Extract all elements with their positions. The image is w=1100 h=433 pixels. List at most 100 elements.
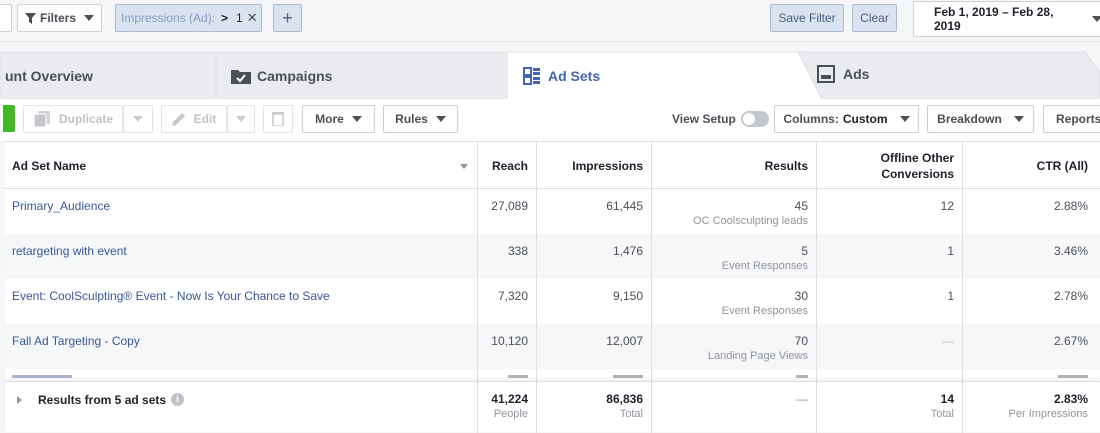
reach-value: 7,320 [497, 289, 528, 303]
footer-ctr: 2.83% Per Impressions [963, 382, 1096, 433]
cut-text [796, 375, 808, 378]
expand-icon[interactable] [17, 396, 22, 404]
cut-text [1058, 375, 1088, 378]
col-reach-header[interactable]: Reach [478, 142, 537, 189]
ctr-value: 2.67% [1053, 334, 1088, 348]
ctr-value: 2.88% [1053, 199, 1088, 213]
table-row[interactable]: Event: CoolSculpting® Event - Now Is You… [5, 279, 1100, 324]
cell-impressions: 61,445 [537, 189, 652, 234]
footer-reach-value: 41,224 [491, 392, 528, 406]
duplicate-label: Duplicate [58, 112, 113, 126]
cell-ctr: 2.88% [963, 189, 1096, 234]
filter-chip-operator: > [221, 11, 229, 25]
footer-reach-label: People [493, 408, 528, 420]
tab-ad-sets-label: Ad Sets [548, 68, 601, 84]
filter-chip-value: 1 [236, 11, 243, 25]
chevron-down-icon [899, 116, 910, 122]
delete-button[interactable] [263, 105, 293, 133]
duplicate-dropdown[interactable] [123, 105, 153, 133]
edit-dropdown[interactable] [227, 105, 255, 133]
ad-set-link[interactable]: Primary_Audience [12, 199, 111, 213]
footer-ctr-label: Per Impressions [1008, 408, 1088, 420]
col-ctr-header[interactable]: CTR (All) [963, 142, 1096, 189]
add-filter-button[interactable]: + [273, 4, 302, 32]
tab-campaigns[interactable]: Campaigns [231, 53, 332, 99]
tab-ads-label: Ads [843, 66, 870, 82]
chevron-down-icon [1092, 16, 1100, 22]
cell-name: Primary_Audience [5, 189, 478, 234]
footer-results: — [652, 382, 817, 433]
edit-label: Edit [193, 112, 217, 126]
duplicate-icon [33, 111, 50, 127]
col-offline-header-line2: Conversions [881, 167, 954, 181]
chevron-down-icon [1013, 116, 1024, 122]
reach-value: 10,120 [491, 334, 528, 348]
footer-offline-label: Total [930, 408, 954, 420]
footer-reach: 41,224 People [478, 382, 537, 433]
search-stub[interactable] [0, 4, 12, 32]
col-results-header-label: Results [764, 159, 808, 173]
cell-offline: 1 [817, 234, 963, 279]
chevron-down-icon [236, 116, 246, 122]
results-value: 45 [794, 199, 808, 213]
reports-button[interactable]: Reports [1043, 105, 1100, 133]
columns-button[interactable]: Columns: Custom [774, 105, 919, 133]
rules-button[interactable]: Rules [383, 105, 458, 133]
col-name-header[interactable]: Ad Set Name [5, 142, 478, 189]
table-row[interactable]: Fall Ad Targeting - Copy 10,120 12,007 7… [5, 324, 1100, 369]
filter-chip[interactable]: Impressions (Ad): > 1 ✕ [115, 4, 262, 32]
filters-button[interactable]: Filters [17, 4, 102, 32]
impressions-value: 1,476 [612, 244, 643, 258]
cell-results: 5 Event Responses [652, 234, 817, 279]
table-header: Ad Set Name Reach Impressions Results Of… [5, 142, 1100, 189]
save-filter-button[interactable]: Save Filter [770, 4, 844, 32]
chevron-down-icon [133, 116, 143, 122]
col-results-header[interactable]: Results [652, 142, 817, 189]
footer-ctr-value: 2.83% [1053, 392, 1088, 406]
ad-set-link[interactable]: Fall Ad Targeting - Copy [12, 334, 140, 348]
more-button[interactable]: More [302, 105, 375, 133]
table-row-partial [5, 369, 1100, 381]
col-offline-header[interactable]: Offline Other Conversions [817, 142, 963, 189]
results-type: Event Responses [721, 305, 808, 317]
ad-set-link[interactable]: retargeting with event [12, 244, 127, 258]
create-button-edge[interactable] [3, 105, 15, 132]
offline-value: 1 [947, 289, 954, 303]
view-setup-toggle[interactable]: View Setup [672, 111, 769, 127]
rules-label: Rules [395, 112, 428, 126]
chevron-down-icon [84, 15, 94, 21]
reports-label: Reports [1056, 112, 1100, 126]
ad-set-link[interactable]: Event: CoolSculpting® Event - Now Is You… [12, 289, 330, 303]
results-value: 30 [794, 289, 808, 303]
col-name-header-label: Ad Set Name [12, 159, 87, 173]
impressions-value: 61,445 [606, 199, 643, 213]
cell-results: 45 OC Coolsculpting leads [652, 189, 817, 234]
table-row[interactable]: Primary_Audience 27,089 61,445 45 OC Cool… [5, 189, 1100, 234]
cell-name: Event: CoolSculpting® Event - Now Is You… [5, 279, 478, 324]
results-type: Event Responses [721, 260, 808, 272]
duplicate-button[interactable]: Duplicate [23, 105, 123, 133]
col-impressions-header[interactable]: Impressions [537, 142, 652, 189]
date-range-picker[interactable]: Feb 1, 2019 – Feb 28, 2019 [913, 1, 1100, 37]
offline-value: 12 [940, 199, 954, 213]
results-value: 5 [801, 244, 808, 258]
table-row[interactable]: retargeting with event 338 1,476 5 Event … [5, 234, 1100, 279]
folder-icon [231, 70, 251, 84]
cell-ctr: 3.46% [963, 234, 1096, 279]
reach-value: 338 [507, 244, 528, 258]
ctr-value: 2.78% [1053, 289, 1088, 303]
toggle-switch[interactable] [740, 111, 769, 127]
tab-ads[interactable]: Ads [817, 51, 869, 97]
clear-filter-button[interactable]: Clear [852, 4, 897, 32]
sort-icon[interactable] [460, 164, 468, 169]
footer-results-value: — [796, 392, 808, 406]
columns-prefix: Columns: [783, 112, 839, 126]
tab-ad-sets[interactable]: Ad Sets [523, 53, 600, 99]
clear-filter-label: Clear [860, 11, 889, 25]
tab-account-overview[interactable]: unt Overview [5, 53, 93, 99]
breakdown-button[interactable]: Breakdown [927, 105, 1034, 133]
results-value: 70 [794, 334, 808, 348]
close-icon[interactable]: ✕ [246, 10, 258, 25]
info-icon[interactable]: i [171, 393, 184, 406]
edit-button[interactable]: Edit [161, 105, 227, 133]
